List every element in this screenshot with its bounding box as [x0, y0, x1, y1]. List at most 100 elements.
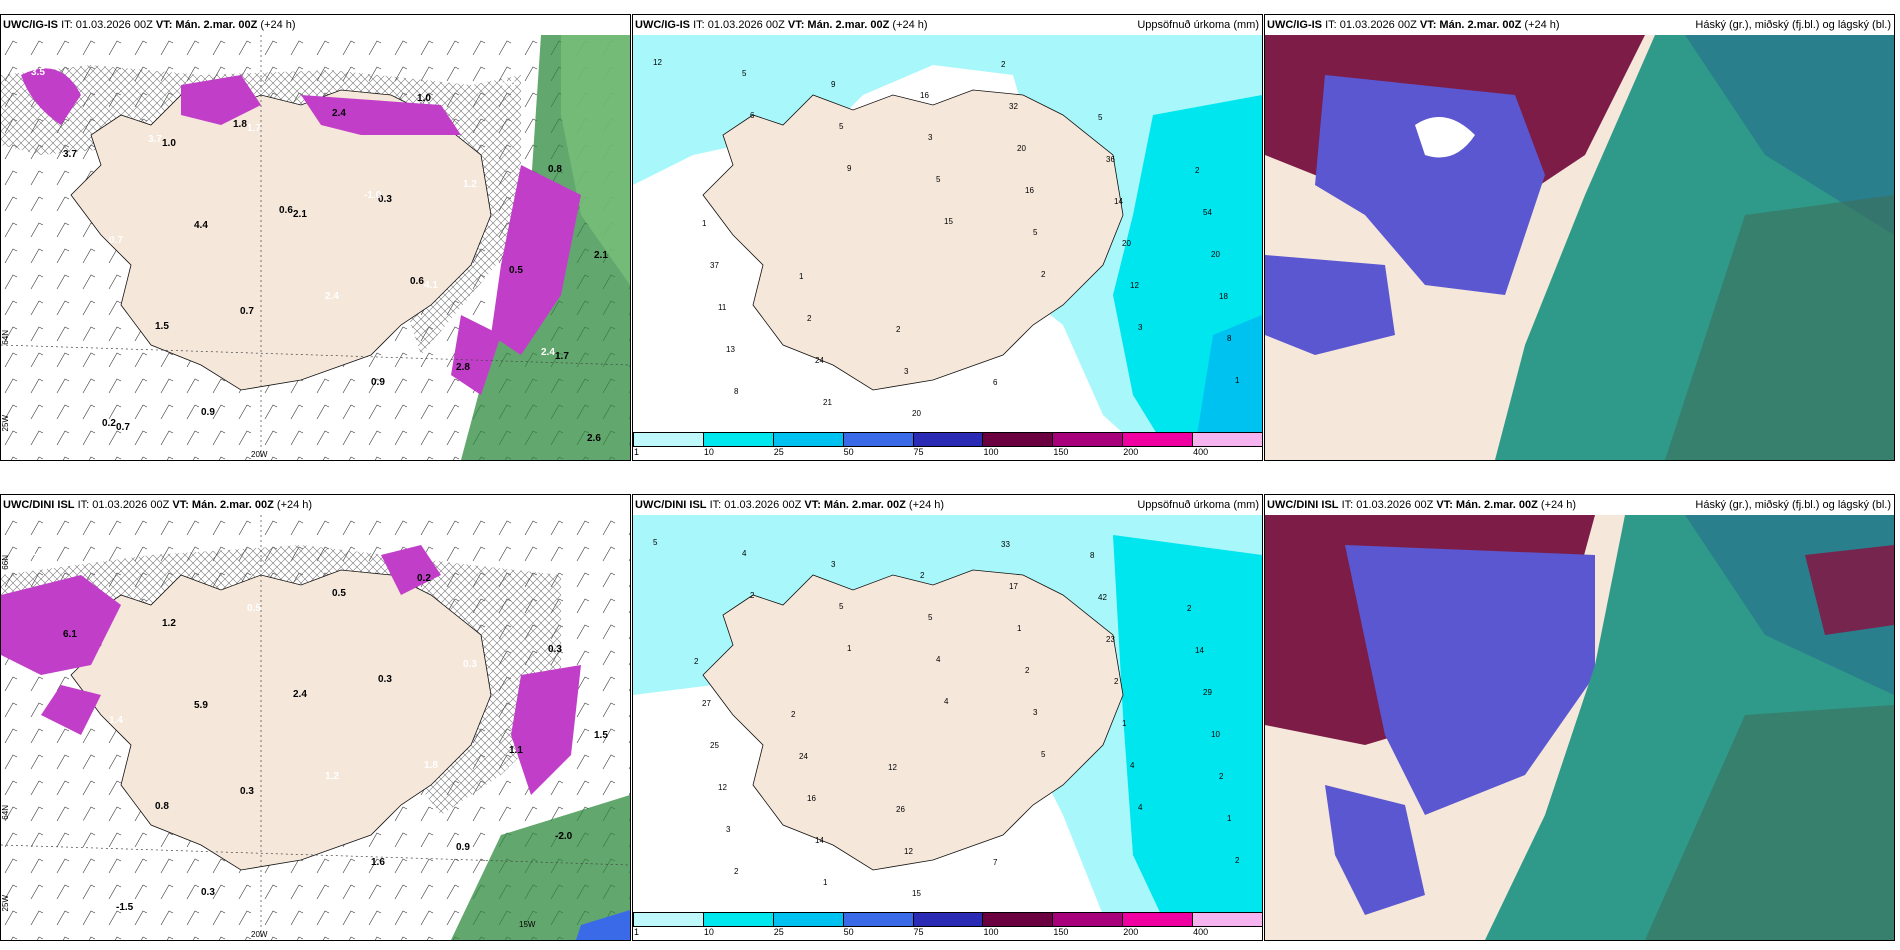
map-value-label: 12 — [653, 58, 662, 67]
temperature-value-label: 0.3 — [463, 659, 477, 670]
temperature-value-label: 0.7 — [240, 306, 254, 317]
init-time: IT: 01.03.2026 00Z — [61, 19, 153, 31]
map-value-label: 2 — [1025, 666, 1030, 675]
temperature-value-label: 1.6 — [371, 857, 385, 868]
map-value-label: 32 — [1009, 102, 1018, 111]
panel-header: UWC/IG-IS IT: 01.03.2026 00Z VT: Mán. 2.… — [1265, 15, 1894, 35]
temperature-value-label: 2.1 — [594, 250, 608, 261]
temperature-value-label: 0.9 — [201, 407, 215, 418]
panel-header: UWC/IG-IS IT: 01.03.2026 00Z VT: Mán. 2.… — [1, 15, 630, 35]
map-value-label: 2 — [734, 867, 739, 876]
valid-time: Mán. 2.mar. 00Z — [823, 499, 906, 511]
map-value-label: 17 — [1009, 582, 1018, 591]
colorbar-segment — [1192, 912, 1262, 927]
temperature-value-label: 1.2 — [463, 179, 477, 190]
init-time: IT: 01.03.2026 00Z — [709, 499, 802, 511]
temperature-value-label: 2.1 — [293, 209, 307, 220]
model-name: UWC/IG-IS — [3, 19, 58, 31]
temperature-value-label: 2.4 — [502, 558, 516, 569]
precip-colorbar: 1 10 25 50 75 100 150 200 400 — [633, 912, 1262, 940]
map-value-label: 2 — [1001, 60, 1006, 69]
colorbar-tick: 1 — [634, 447, 640, 457]
valid-label: VT: — [787, 19, 805, 31]
temperature-value-label: 0.8 — [548, 164, 562, 175]
panel-clouds-dini: UWC/DINI ISL IT: 01.03.2026 00Z VT: Mán.… — [1264, 494, 1895, 941]
map-value-label: 8 — [1227, 334, 1232, 343]
temperature-value-label: 2.4 — [293, 689, 307, 700]
colorbar-segment — [633, 912, 703, 927]
map-value-label: 21 — [823, 398, 832, 407]
precipitation-map: 5214542454341235212312121012141517232925… — [633, 515, 1262, 940]
temperature-value-label: 1.4 — [109, 715, 123, 726]
colorbar-tick: 25 — [773, 927, 784, 937]
panel-precip-igis: UWC/IG-IS IT: 01.03.2026 00Z VT: Mán. 2.… — [632, 14, 1263, 461]
colorbar-tick: 200 — [1123, 447, 1139, 457]
temperature-value-label: 4.4 — [194, 220, 208, 231]
lead-time: (+24 h) — [276, 499, 313, 511]
latitude-label: 66N — [1, 555, 10, 570]
colorbar-tick: 75 — [913, 447, 924, 457]
map-value-label: 20 — [1211, 250, 1220, 259]
colorbar-tick: 200 — [1123, 927, 1139, 937]
precip-colorbar: 1 10 25 50 75 100 150 200 400 — [633, 432, 1262, 460]
colorbar-tick: 50 — [843, 447, 854, 457]
temperature-value-label: -1.0 — [364, 190, 382, 201]
temperature-value-label: 0.8 — [70, 336, 84, 347]
map-value-label: 5 — [839, 602, 844, 611]
map-value-label: 14 — [815, 836, 824, 845]
temperature-value-label: 3.5 — [31, 67, 45, 78]
map-value-label: 23 — [1106, 635, 1115, 644]
model-name: UWC/DINI ISL — [1267, 499, 1339, 511]
temperature-value-label: 0.5 — [509, 265, 523, 276]
valid-label: VT: — [172, 499, 189, 511]
map-value-label: 1 — [702, 219, 707, 228]
colorbar-tick: 25 — [773, 447, 784, 457]
temperature-value-label: 1.5 — [594, 730, 608, 741]
temperature-value-label: 0.7 — [109, 235, 123, 246]
map-value-label: 5 — [936, 175, 941, 184]
valid-label: VT: — [804, 499, 821, 511]
temperature-value-label: 6.1 — [63, 629, 77, 640]
colorbar-segment — [702, 912, 773, 927]
map-value-label: 2 — [1195, 166, 1200, 175]
temperature-map: 2.9 1.2 2.4 1.8 -2.0 -1.5 0.5 0.3 1.1 0.6 0.3 0.5 0.… — [1, 515, 630, 940]
map-value-label: 12 — [888, 763, 897, 772]
temperature-value-label: 2.6 — [587, 433, 601, 444]
temperature-value-label: 3.7 — [63, 149, 77, 160]
colorbar-tick: 150 — [1053, 447, 1069, 457]
temperature-value-label: 0.3 — [378, 674, 392, 685]
colorbar-tick: 50 — [843, 927, 854, 937]
map-value-label: 5 — [1041, 750, 1046, 759]
map-value-label: 12 — [718, 783, 727, 792]
temperature-value-label: 1.5 — [155, 321, 169, 332]
model-name: UWC/DINI ISL — [635, 499, 707, 511]
map-value-label: 2 — [1219, 772, 1224, 781]
map-value-label: 6 — [750, 111, 755, 120]
panel-temp-igis: UWC/IG-IS IT: 01.03.2026 00Z VT: Mán. 2.… — [0, 14, 631, 461]
temperature-value-label: 1.0 — [417, 93, 431, 104]
map-value-label: 4 — [1138, 803, 1143, 812]
temperature-value-label: 0.9 — [371, 377, 385, 388]
iceland-land — [70, 569, 492, 871]
map-value-label: 20 — [1122, 239, 1131, 248]
map-value-label: 10 — [1211, 730, 1220, 739]
lead-time: (+24 h) — [1524, 19, 1560, 31]
map-value-label: 25 — [710, 741, 719, 750]
colorbar-segment — [982, 432, 1053, 447]
temperature-value-label: 1.0 — [162, 138, 176, 149]
map-value-label: 54 — [1203, 208, 1212, 217]
valid-time: Mán. 2.mar. 00Z — [807, 19, 890, 31]
map-value-label: 5 — [1098, 113, 1103, 122]
temperature-value-label: 2.8 — [456, 362, 470, 373]
init-time: IT: 01.03.2026 00Z — [1341, 499, 1434, 511]
colorbar-tick: 10 — [703, 927, 714, 937]
colorbar-tick: 100 — [983, 447, 999, 457]
map-value-label: 1 — [1235, 376, 1240, 385]
map-value-label: 27 — [702, 699, 711, 708]
map-value-label: 1 — [1122, 719, 1127, 728]
colorbar-tick: 400 — [1193, 447, 1209, 457]
map-value-label: 8 — [1090, 551, 1095, 560]
temperature-value-label: 0.2 — [102, 418, 116, 429]
latitude-label: 64N — [1, 330, 10, 345]
map-value-label: 4 — [936, 655, 941, 664]
